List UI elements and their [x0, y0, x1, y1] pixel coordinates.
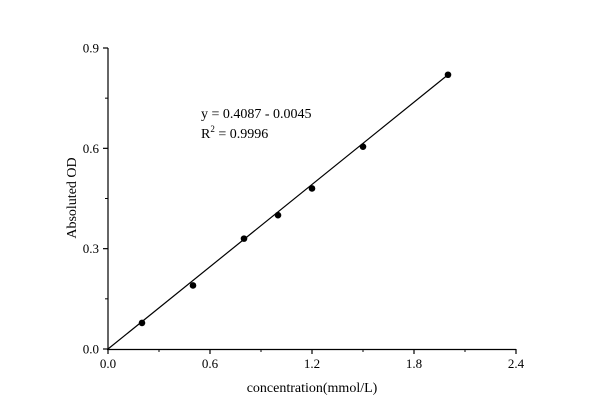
fit-line [107, 74, 449, 350]
data-point [308, 185, 316, 192]
x-tick-label: 0.6 [202, 356, 219, 371]
data-point [444, 71, 452, 79]
y-axis-title: Absoluted OD [65, 157, 80, 238]
x-axis-title: concentration(mmol/L) [247, 381, 378, 396]
x-tick-label: 0.0 [100, 356, 116, 371]
x-ticks: 0.0 0.6 1.2 1.8 2.4 [100, 349, 525, 371]
data-point [274, 211, 282, 219]
data-point [359, 143, 367, 150]
y-tick-label: 0.9 [83, 41, 99, 56]
x-tick-label: 2.4 [508, 356, 525, 371]
data-point [240, 235, 248, 242]
y-tick-label: 0.3 [83, 241, 99, 256]
equation-label: y = 0.4087 - 0.0045 [201, 107, 312, 122]
data-points [138, 71, 452, 327]
r-squared-label: R2 = 0.9996 [201, 124, 268, 142]
y-ticks: 0.0 0.3 0.6 0.9 [83, 41, 108, 357]
y-tick-label: 0.0 [83, 342, 99, 357]
x-tick-label: 1.8 [406, 356, 422, 371]
data-point [138, 319, 146, 327]
data-point [189, 282, 197, 289]
y-tick-label: 0.6 [83, 141, 100, 156]
x-tick-label: 1.2 [304, 356, 320, 371]
